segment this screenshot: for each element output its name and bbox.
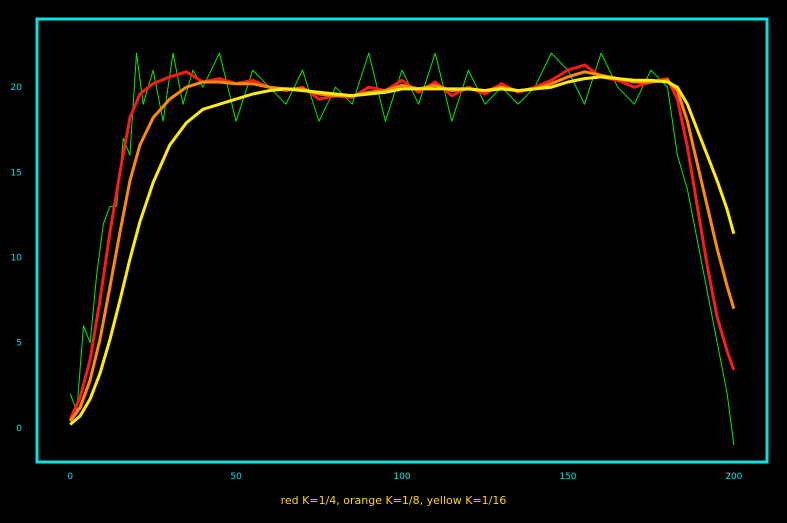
plot-frame [35, 17, 769, 464]
x-tick-label: 100 [393, 472, 410, 482]
x-tick-label: 50 [230, 472, 242, 482]
y-tick-label: 20 [11, 83, 23, 93]
yellow-k-sixteenth-line [69, 75, 736, 426]
y-tick-label: 0 [16, 424, 22, 434]
y-tick-label: 15 [11, 168, 22, 178]
axis-ticks: 0 50 100 150 200 0 5 10 15 20 [11, 83, 743, 482]
raw-signal-line [69, 52, 735, 446]
x-tick-label: 200 [725, 472, 742, 482]
y-tick-label: 10 [11, 254, 23, 264]
x-tick-label: 150 [559, 472, 576, 482]
y-tick-label: 5 [16, 339, 22, 349]
x-tick-label: 0 [67, 472, 73, 482]
series-lines [68, 52, 736, 446]
chart-caption: red K=1/4, orange K=1/8, yellow K=1/16 [280, 494, 507, 507]
